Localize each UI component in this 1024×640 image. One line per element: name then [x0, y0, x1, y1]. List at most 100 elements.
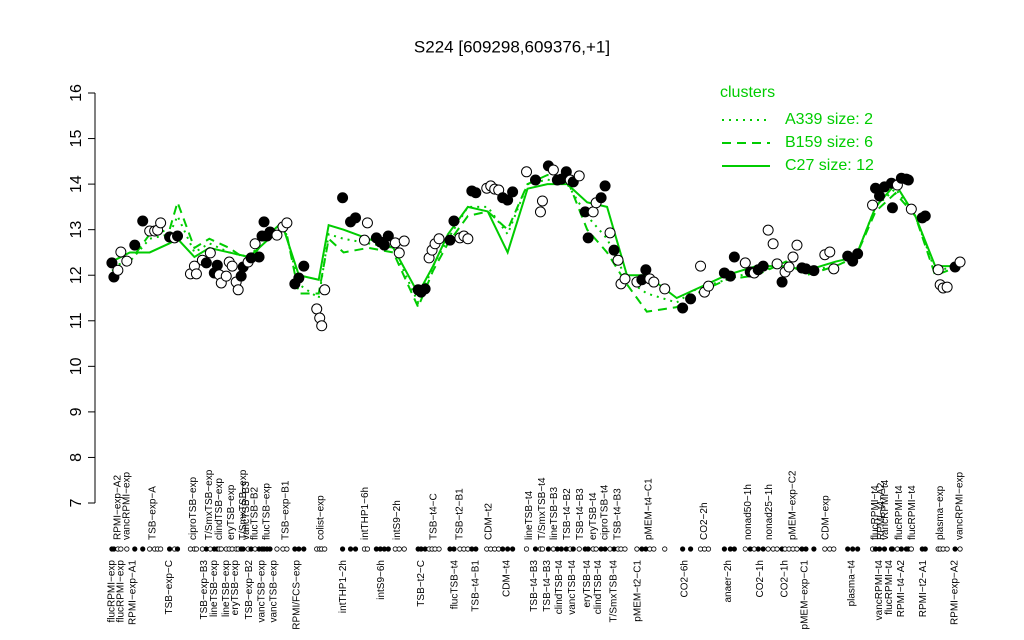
- point: [319, 284, 331, 296]
- rug-point: [352, 546, 359, 552]
- point: [129, 239, 141, 251]
- x-label-bottom: eryTSB−t4: [582, 560, 593, 608]
- x-label-bottom: intTHP1−2h: [338, 560, 349, 613]
- rug-point: [322, 546, 328, 552]
- x-label-bottom: TSB−exp−B3: [199, 560, 210, 620]
- point: [398, 235, 410, 247]
- point: [311, 303, 323, 315]
- x-label-bottom: RPMI/FCS−exp: [291, 560, 302, 630]
- x-label-top: pMEM−t4−C1: [643, 478, 654, 540]
- point: [316, 320, 328, 332]
- point: [258, 216, 270, 228]
- y-tick-label: 15: [68, 130, 85, 148]
- point: [350, 212, 362, 224]
- point: [389, 237, 401, 249]
- x-label-bottom: pMEM−t2−C1: [633, 560, 644, 622]
- point: [462, 233, 474, 245]
- point: [534, 206, 546, 218]
- point: [337, 192, 349, 204]
- x-label-bottom: CO2−1h: [780, 560, 791, 598]
- x-label-bottom: RPMI−t2−A1: [918, 560, 929, 618]
- rug-point: [845, 546, 851, 552]
- y-tick-label: 13: [68, 221, 85, 239]
- rug-point: [831, 546, 837, 552]
- rug-point: [922, 546, 928, 552]
- y-tick-label: 16: [68, 84, 85, 102]
- legend-title: clusters: [720, 84, 775, 101]
- point: [444, 234, 456, 246]
- rug-point: [301, 546, 307, 552]
- x-label-top: vancRPMI−t4: [880, 479, 891, 540]
- point: [226, 260, 238, 272]
- rug-point: [500, 546, 506, 552]
- point: [776, 276, 788, 288]
- point: [595, 192, 607, 204]
- point: [905, 203, 917, 215]
- rug-point: [687, 546, 694, 552]
- point: [771, 258, 783, 270]
- x-label-bottom: vancTSB−exp: [269, 560, 280, 623]
- rug-point: [855, 546, 861, 552]
- rug-point: [132, 546, 138, 552]
- x-label-top: vancTSB−B3: [241, 481, 252, 540]
- rug-point: [898, 546, 904, 552]
- y-tick-label: 8: [68, 453, 85, 462]
- rug-point: [908, 546, 914, 552]
- rug-point: [634, 546, 640, 552]
- x-label-bottom: clindTSB−t4: [554, 560, 565, 615]
- x-label-top: TSB−exp−A: [147, 486, 158, 540]
- rug-point: [760, 546, 766, 552]
- x-label-bottom: CO2−1h: [755, 560, 766, 598]
- x-label-top: T/SmxTSB−exp: [204, 469, 215, 540]
- x-label-top: TSB−t4−B3: [575, 488, 586, 540]
- rug-point: [602, 546, 608, 552]
- x-label-top: flucRPMI−t4: [894, 485, 905, 540]
- rug-point: [765, 546, 771, 552]
- point: [200, 257, 212, 269]
- point: [762, 224, 774, 236]
- point: [828, 263, 840, 275]
- legend-label: B159 size: 6: [785, 134, 873, 151]
- x-label-top: RPMI−t4−A2: [876, 482, 887, 540]
- y-tick-label: 7: [68, 498, 85, 507]
- point: [824, 246, 836, 258]
- rug-point: [296, 546, 302, 552]
- point: [155, 217, 167, 229]
- rug-point: [140, 546, 146, 552]
- point: [547, 164, 559, 176]
- x-label-bottom: TSB−t4−B3: [529, 560, 540, 612]
- point: [685, 293, 697, 305]
- x-label-bottom: intS9−6h: [376, 560, 387, 600]
- point: [271, 229, 283, 241]
- point: [502, 194, 514, 206]
- point: [919, 210, 931, 222]
- x-label-bottom: vancRPMI−t4: [874, 560, 885, 621]
- rug-point: [803, 546, 809, 552]
- point: [612, 254, 624, 266]
- point: [867, 199, 879, 211]
- x-label-top: CDM−t2: [483, 503, 494, 540]
- x-label-bottom: plasma−t4: [846, 560, 857, 607]
- point: [932, 264, 944, 276]
- rug-point: [662, 546, 668, 552]
- rug-point: [593, 546, 599, 552]
- rug-point: [451, 546, 457, 552]
- x-label-bottom: TSB−t2−C: [416, 560, 427, 607]
- point: [232, 284, 244, 296]
- x-label-bottom: lineTSB−exp: [209, 560, 220, 617]
- x-label-top: vancRPMI−exp: [955, 471, 966, 540]
- rug-point: [174, 546, 181, 552]
- x-label-bottom: RPMI−exp−A2: [950, 560, 961, 625]
- x-label-top: flucTSB−B2: [250, 486, 261, 540]
- point: [382, 230, 394, 242]
- point: [121, 255, 133, 267]
- x-label-bottom: TSB−t4−B3: [542, 560, 553, 612]
- rug-point: [539, 546, 546, 552]
- rug-point: [147, 546, 153, 552]
- x-label-bottom: vancTSB−exp: [257, 560, 268, 623]
- rug-point: [510, 546, 516, 552]
- rug-point: [347, 546, 354, 552]
- rug-point: [274, 546, 280, 552]
- rug-point: [558, 546, 564, 552]
- x-label-bottom: flucRPMI−t4: [884, 560, 895, 615]
